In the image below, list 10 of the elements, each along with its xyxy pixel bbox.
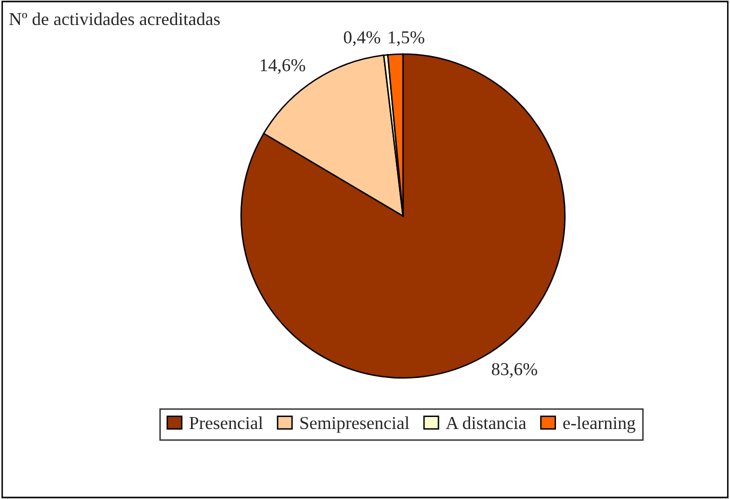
legend-label: A distancia: [446, 416, 526, 430]
data-label: 83,6%: [492, 363, 538, 378]
chart-title: Nº de actividades acreditadas: [9, 12, 220, 26]
legend-label: e-learning: [563, 416, 636, 433]
data-label: 0,4%: [344, 31, 380, 46]
data-label: 1,5%: [388, 31, 424, 46]
legend-label: Semipresencial: [300, 416, 410, 433]
legend-label: Presencial: [189, 416, 263, 430]
data-label: 14,6%: [260, 59, 306, 74]
pie-slice: [240, 53, 566, 379]
